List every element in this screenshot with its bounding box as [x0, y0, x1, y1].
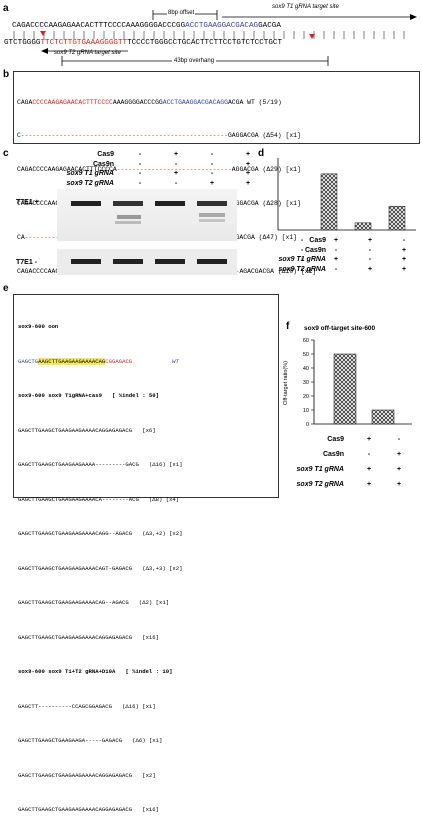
- d-label-t2: sox9 T2 gRNA: [278, 265, 326, 273]
- e-row: GAGCTTGAAGCTGAAGAAGAAAACAGT-GAGACG (Δ3,+…: [18, 564, 183, 572]
- t1-label: sox9 T1 gRNA target site: [272, 4, 339, 10]
- top-seq-black2: GACGA: [258, 22, 281, 30]
- t7e1-plus-label: T7E1 +: [16, 199, 39, 206]
- d-label-cas9n: Cas9n: [304, 246, 326, 254]
- d-label-cas9: Cas9: [309, 237, 326, 244]
- gel-band: [197, 259, 227, 264]
- offset-label: 8bp offset: [167, 10, 196, 16]
- e-row: GAGCTTGAAGCTGAAGAAGA-----GAGACG (Δ6) [x1…: [18, 737, 163, 744]
- panel-a: 8bp offset sox9 T1 gRNA target site CAGA…: [0, 0, 422, 68]
- t2-label: sox9 T2 gRNA target site: [54, 50, 121, 56]
- overhang-label: 43bp overhang: [172, 58, 217, 64]
- gel-band: [155, 201, 185, 206]
- panel-label-d: d: [258, 148, 265, 159]
- bottom-strand: GTCTGGGGTTCTCTTGTGAAAGGGGTTTCCCCTGGGCCTG…: [4, 39, 282, 47]
- e-wt-row: GAGCTGAAGCTTGAAGAAGAAAACAGCGGAGACG WT: [18, 357, 179, 365]
- e-row: GAGCTTGAAGCTGAAGAAGAAAACAGGAGAGACG [x16]: [18, 806, 160, 813]
- panel-label-f: f: [286, 321, 290, 332]
- f-tick-label: 30: [303, 380, 309, 386]
- f-tick-label: 40: [303, 366, 309, 372]
- panel-label-e: e: [3, 283, 9, 294]
- c-label-cas9n: Cas9n: [92, 160, 114, 168]
- f-label-cas9n: Cas9n: [322, 451, 344, 458]
- gel-band: [115, 221, 141, 224]
- e-row: GAGCTT----------CCAGCGGAGACG (Δ16) [x1]: [18, 702, 156, 710]
- gel-band: [71, 201, 101, 206]
- f-tick-label: 10: [303, 408, 309, 414]
- f-label-t1: sox9 T1 gRNA: [296, 466, 344, 473]
- e-group2-title: sox9-600 sox9 T1+T2 gRNA+D10A [ %indel :…: [18, 668, 173, 675]
- gel-band: [71, 259, 101, 264]
- indel-row: C---------------------------------------…: [17, 132, 301, 140]
- e-row: GAGCTTGAAGCTGAAGAAGAAAACAGG--AGACG (Δ3,+…: [18, 530, 183, 537]
- top-strand: CAGACCCCAAGAGAACACTTTCCCCAAAGGGGACCCGGAC…: [12, 22, 281, 30]
- panel-c: Cas9 Cas9n sox9 T1 gRNA sox9 T2 gRNA - + -…: [0, 148, 250, 278]
- cut-marker-left: [40, 31, 46, 36]
- f-tick-label: 0: [306, 422, 309, 428]
- f-tick-label: 20: [303, 394, 309, 400]
- f-title: sox9 off-target site-600: [304, 325, 376, 332]
- d-sign-grid: - + + - - - - + - + - + - - + +: [300, 237, 407, 273]
- f-label-t2: sox9 T2 gRNA: [296, 481, 344, 488]
- panel-label-c: c: [3, 148, 9, 159]
- top-seq-blue: ACCTGAAGGACGACAG: [185, 22, 259, 30]
- d-label-t1: sox9 T1 gRNA: [278, 256, 326, 263]
- c-label-cas9: Cas9: [97, 151, 114, 158]
- f-tick-label: 50: [303, 352, 309, 358]
- chart-f: 0 10 20 30 40 50 60: [303, 338, 412, 428]
- f-ylabel: Off-target ratio(%): [282, 361, 289, 405]
- e-row: GAGCTTGAAGCTGAAGAAGAAAA---------GACG (Δ1…: [18, 461, 183, 468]
- e-row: GAGCTTGAAGCTGAAGAAGAAAACAG--AGACG (Δ2) […: [18, 599, 170, 606]
- bot-seq-black1: GTCTGGGG: [4, 39, 41, 47]
- indel-row-wt: CAGACCCCAAGAGAACACTTTCCCCAAAGGGGACCCGGAC…: [17, 98, 282, 106]
- indel-row: CAGACCCCAAGAGAACACTTTCCCCA--------------…: [17, 166, 301, 174]
- panel-e-box: sox9-600 oon GAGCTGAAGCTTGAAGAAGAAAACAGC…: [13, 294, 279, 813]
- panel-label-b: b: [3, 69, 10, 80]
- gel-band: [155, 259, 185, 264]
- bot-seq-red: TTCTCTTGTGAAAGGGGTT: [40, 39, 128, 47]
- gel-band: [197, 201, 227, 206]
- d-bar: [320, 173, 338, 231]
- e-row: GAGCTTGAAGCTGAAGAAGAAAACAGGAGAGACG [x2]: [18, 771, 156, 779]
- c-label-t2: sox9 T2 gRNA: [66, 179, 114, 187]
- gel-band: [199, 213, 225, 217]
- cut-marker-right: [309, 34, 315, 39]
- f-tick-label: 60: [303, 338, 309, 344]
- bot-seq-black2: TCCCCTGGGCCTGCACTTCTTCCTGTCTCCTGCT: [127, 39, 283, 47]
- e-header: sox9-600 oon: [18, 323, 59, 330]
- d-row-labels: Cas9 Cas9n sox9 T1 gRNA sox9 T2 gRNA: [258, 236, 326, 274]
- d-bar: [388, 205, 406, 231]
- e-group1-title: sox9-600 sox9 T1gRNA+cas9 [ %indel : 50]: [18, 392, 159, 399]
- gel-band: [117, 215, 141, 219]
- gel-band: [199, 219, 225, 222]
- t1-arrow: [222, 14, 417, 20]
- gel-band: [113, 259, 143, 264]
- e-row: GAGCTTGAAGCTGAAGAAGAAAACAGGAGAGACG [x6]: [18, 426, 156, 434]
- t2-arrow: [41, 48, 128, 54]
- gel-band: [113, 201, 143, 206]
- c-row-labels: Cas9 Cas9n sox9 T1 gRNA sox9 T2 gRNA: [62, 150, 114, 188]
- f-label-cas9: Cas9: [327, 436, 344, 443]
- e-row: GAGCTTGAAGCTGAAGAAGAAAACAGGAGAGACG [x16]: [18, 633, 160, 641]
- panel-b-box: CAGACCCCAAGAGAACACTTTCCCCAAAGGGGACCCGGAC…: [13, 71, 420, 275]
- t7e1-minus-label: T7E1 -: [16, 259, 38, 266]
- e-row: GAGCTTGAAGCTGAAGAAGAAAACA--------ACG (Δ8…: [18, 495, 180, 503]
- f-bar: [371, 409, 395, 425]
- d-bar: [354, 222, 372, 231]
- panel-label-a: a: [3, 3, 9, 14]
- f-row-labels: Cas9 Cas9n sox9 T1 gRNA sox9 T2 gRNA: [272, 432, 344, 492]
- chart-d: [277, 158, 416, 231]
- gel-image: [57, 189, 237, 275]
- c-label-t1: sox9 T1 gRNA: [66, 170, 114, 177]
- top-seq-black1: CAGACCCCAAGAGAACACTTTCCCCAAAGGGGACCCGG: [12, 22, 186, 30]
- c-sign-grid: - + - + - - - + - + - + - - + +: [138, 151, 251, 187]
- f-bar: [333, 353, 357, 425]
- f-sign-grid: + - - + + + + +: [366, 436, 402, 488]
- strand-ticks: [13, 31, 405, 39]
- panel-d: Cas9 Cas9n sox9 T1 gRNA sox9 T2 gRNA - + +…: [258, 148, 422, 280]
- panel-f: sox9 off-target site-600 Off-target rati…: [282, 320, 422, 500]
- off-target-list: sox9-600 oon GAGCTGAAGCTTGAAGAAGAAAACAGC…: [18, 298, 183, 839]
